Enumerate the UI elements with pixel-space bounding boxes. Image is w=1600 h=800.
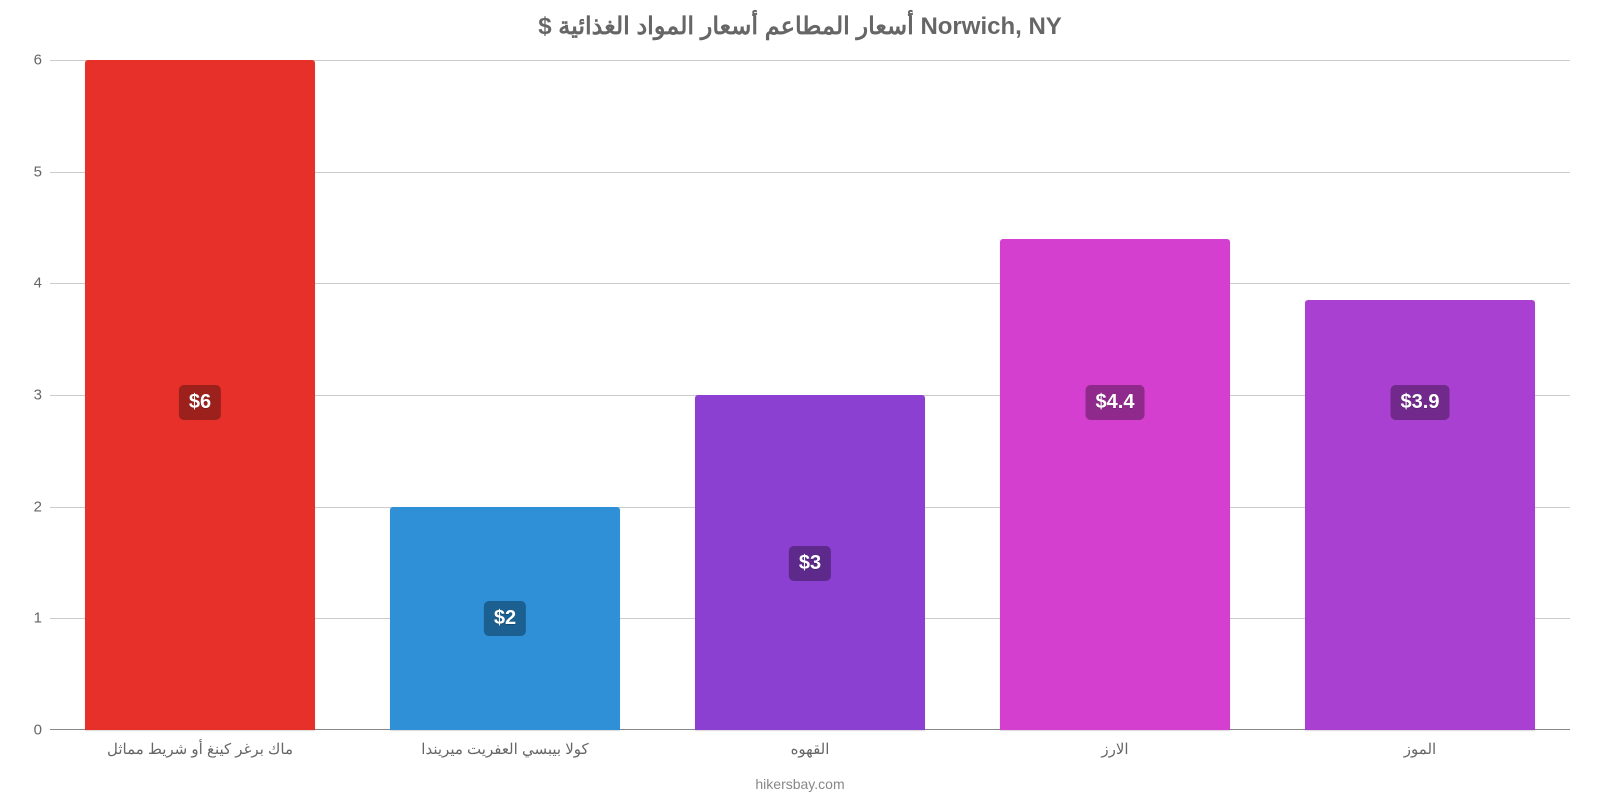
x-tick-label: ماك برغر كينغ أو شريط مماثل <box>107 730 293 758</box>
y-tick-label: 2 <box>34 498 50 515</box>
y-tick-label: 6 <box>34 52 50 69</box>
bar: $3.9 <box>1305 300 1535 730</box>
x-tick-label: الارز <box>1101 730 1128 758</box>
y-tick-label: 1 <box>34 610 50 627</box>
bar-value-label: $3.9 <box>1391 385 1450 420</box>
y-tick-label: 5 <box>34 163 50 180</box>
y-tick-label: 4 <box>34 275 50 292</box>
bar: $2 <box>390 507 620 730</box>
chart-footer: hikersbay.com <box>0 776 1600 792</box>
bar-value-label: $6 <box>179 385 221 420</box>
bar: $3 <box>695 395 925 730</box>
bar: $6 <box>85 60 315 730</box>
chart-title: Norwich, NY أسعار المطاعم أسعار المواد ا… <box>0 0 1600 41</box>
bar-value-label: $2 <box>484 601 526 636</box>
x-tick-label: الموز <box>1404 730 1436 758</box>
bar-value-label: $4.4 <box>1086 385 1145 420</box>
x-tick-label: القهوه <box>791 730 830 758</box>
x-tick-label: كولا بيبسي العفريت ميريندا <box>421 730 588 758</box>
plot-area: 0123456$6ماك برغر كينغ أو شريط مماثل$2كو… <box>50 60 1570 730</box>
bar: $4.4 <box>1000 239 1230 730</box>
y-tick-label: 0 <box>34 722 50 739</box>
price-chart: Norwich, NY أسعار المطاعم أسعار المواد ا… <box>0 0 1600 800</box>
bar-value-label: $3 <box>789 546 831 581</box>
y-tick-label: 3 <box>34 387 50 404</box>
